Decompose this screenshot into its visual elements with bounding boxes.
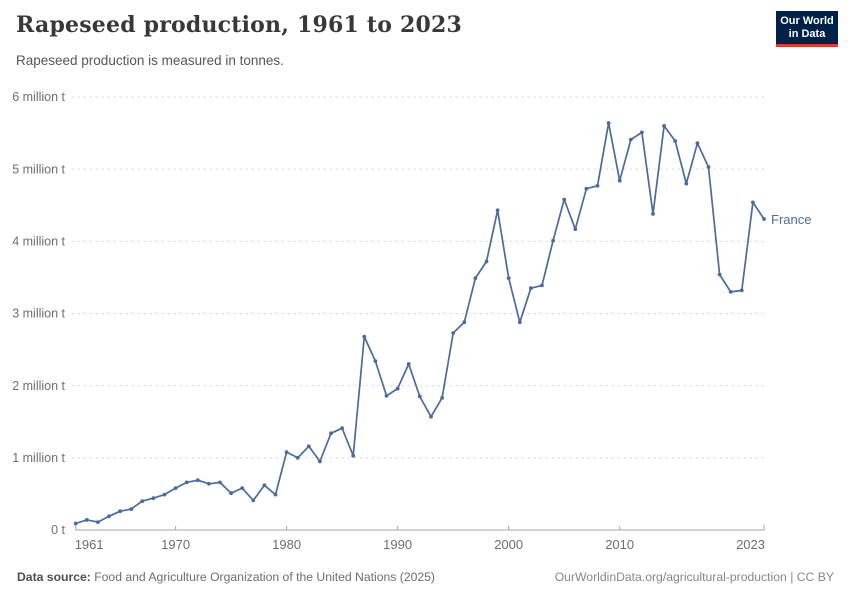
x-tick-label: 1970 bbox=[161, 537, 190, 552]
series-label-france: France bbox=[771, 212, 811, 227]
data-point bbox=[551, 238, 555, 243]
x-tick-label: 2000 bbox=[494, 537, 523, 552]
x-tick-label: 1990 bbox=[383, 537, 412, 552]
owid-logo-line2: in Data bbox=[788, 27, 826, 40]
data-point bbox=[595, 183, 600, 188]
data-point bbox=[751, 200, 755, 205]
data-point bbox=[340, 426, 344, 431]
data-point bbox=[195, 478, 200, 483]
data-point bbox=[562, 197, 567, 202]
data-point bbox=[73, 521, 78, 526]
data-point bbox=[151, 496, 156, 501]
y-tick-label: 2 million t bbox=[12, 379, 65, 393]
data-point bbox=[362, 334, 367, 339]
data-point bbox=[140, 499, 145, 503]
page-title: Rapeseed production, 1961 to 2023 bbox=[16, 12, 462, 38]
data-point bbox=[517, 320, 522, 325]
data-point bbox=[540, 283, 544, 288]
owid-logo-line1: Our World bbox=[780, 14, 834, 27]
data-point bbox=[451, 331, 456, 335]
data-point bbox=[173, 486, 178, 490]
data-point bbox=[640, 130, 644, 135]
data-point bbox=[351, 453, 356, 458]
footer-link[interactable]: OurWorldinData.org/agricultural-producti… bbox=[554, 570, 834, 584]
data-point bbox=[329, 431, 333, 436]
y-tick-label: 3 million t bbox=[12, 307, 65, 321]
chart-subtitle: Rapeseed production is measured in tonne… bbox=[16, 53, 284, 68]
data-point bbox=[617, 178, 622, 183]
data-point bbox=[762, 217, 766, 221]
x-axis-line bbox=[75, 524, 765, 531]
data-point bbox=[218, 480, 222, 485]
data-point bbox=[606, 121, 611, 125]
data-point bbox=[628, 137, 633, 142]
x-tick-label: 2023 bbox=[736, 537, 765, 552]
data-point bbox=[506, 276, 511, 280]
data-point bbox=[118, 509, 122, 514]
data-point bbox=[240, 486, 245, 490]
data-point bbox=[529, 286, 533, 291]
data-point bbox=[573, 227, 578, 232]
data-point bbox=[673, 139, 678, 143]
data-point bbox=[706, 165, 711, 169]
data-point bbox=[251, 498, 256, 503]
data-point bbox=[584, 186, 589, 191]
data-point bbox=[695, 141, 700, 146]
data-point bbox=[739, 288, 744, 293]
y-tick-label: 5 million t bbox=[12, 162, 65, 176]
data-point bbox=[395, 386, 400, 391]
data-point bbox=[717, 272, 722, 277]
data-point bbox=[184, 480, 189, 485]
data-point bbox=[684, 181, 689, 186]
data-point bbox=[440, 396, 444, 400]
data-point bbox=[207, 481, 211, 486]
data-source-text: Food and Agriculture Organization of the… bbox=[90, 570, 435, 584]
data-point bbox=[662, 124, 666, 128]
data-point bbox=[306, 444, 311, 449]
data-point bbox=[406, 362, 411, 366]
data-point bbox=[462, 320, 467, 325]
chart-footer: Data source: Food and Agriculture Organi… bbox=[17, 570, 834, 584]
data-point bbox=[295, 455, 300, 460]
data-point bbox=[495, 208, 500, 213]
data-point bbox=[96, 520, 100, 524]
data-point bbox=[284, 450, 289, 454]
data-point bbox=[484, 259, 489, 264]
data-source-label: Data source: bbox=[17, 570, 91, 584]
data-point bbox=[651, 212, 655, 216]
x-tick-label: 1980 bbox=[272, 537, 301, 552]
y-tick-label: 0 t bbox=[51, 523, 65, 537]
y-tick-label: 4 million t bbox=[12, 235, 65, 249]
data-point bbox=[473, 276, 478, 280]
owid-logo[interactable]: Our World in Data bbox=[776, 11, 838, 47]
data-point bbox=[318, 459, 322, 464]
data-point bbox=[262, 483, 267, 488]
data-line-france bbox=[74, 122, 765, 525]
data-point bbox=[229, 491, 234, 496]
y-tick-label: 1 million t bbox=[12, 451, 65, 465]
data-point bbox=[129, 507, 134, 511]
x-tick-label: 1961 bbox=[75, 537, 104, 552]
data-source: Data source: Food and Agriculture Organi… bbox=[17, 570, 435, 584]
data-point bbox=[107, 514, 111, 519]
x-tick-label: 2010 bbox=[605, 537, 634, 552]
data-point bbox=[429, 414, 433, 419]
y-tick-label: 6 million t bbox=[12, 90, 65, 104]
data-point bbox=[373, 359, 378, 363]
data-point bbox=[384, 393, 389, 398]
data-point bbox=[728, 290, 733, 294]
data-point bbox=[162, 492, 167, 497]
data-point bbox=[84, 518, 89, 522]
data-point bbox=[417, 394, 422, 399]
data-point bbox=[273, 492, 278, 497]
